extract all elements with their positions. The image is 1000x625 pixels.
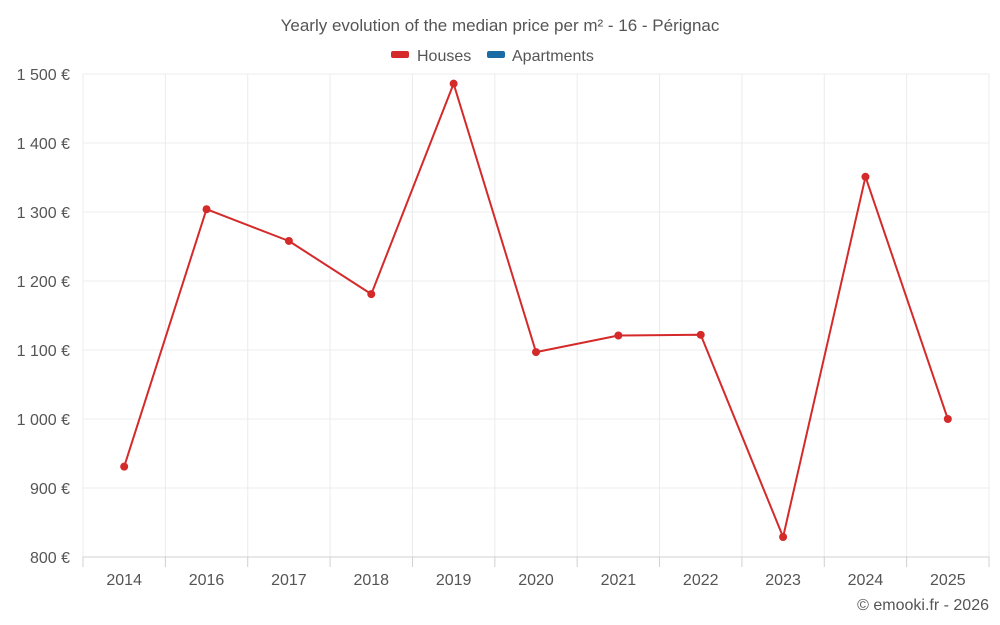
x-tick-label: 2018 [353, 572, 389, 589]
legend-item-apartments[interactable]: Apartments [487, 48, 594, 65]
x-tick-label: 2014 [106, 572, 142, 589]
y-axis-ticks: 800 € 900 € 1 000 € 1 100 € 1 200 € 1 300 € 1 … [17, 67, 70, 567]
y-tick-label: 800 € [30, 550, 70, 567]
credit-text: © emooki.fr - 2026 [857, 597, 989, 614]
y-tick-label: 1 500 € [17, 67, 70, 84]
data-point-houses[interactable] [696, 330, 705, 339]
data-point-houses[interactable] [202, 205, 211, 214]
axes [82, 556, 990, 567]
data-point-houses[interactable] [532, 348, 540, 357]
chart-title: Yearly evolution of the median price per… [281, 16, 720, 35]
x-tick-label: 2024 [848, 572, 884, 589]
legend-item-houses[interactable]: Houses [391, 48, 471, 65]
y-tick-label: 1 300 € [17, 205, 70, 222]
x-tick-label: 2025 [930, 572, 966, 589]
data-point-houses[interactable] [449, 79, 458, 88]
series [120, 79, 952, 541]
x-tick-label: 2020 [518, 572, 554, 589]
legend-swatch-houses [391, 51, 409, 58]
x-tick-label: 2022 [683, 572, 719, 589]
x-tick-label: 2016 [189, 572, 225, 589]
x-tick-label: 2017 [271, 572, 307, 589]
grid [82, 73, 990, 557]
data-point-houses[interactable] [120, 462, 129, 471]
data-point-houses[interactable] [779, 532, 788, 541]
y-tick-label: 1 100 € [17, 343, 70, 360]
x-tick-label: 2021 [601, 572, 637, 589]
legend: Houses Apartments [391, 48, 594, 65]
data-point-houses[interactable] [367, 290, 376, 299]
data-point-houses[interactable] [614, 331, 623, 340]
data-point-houses[interactable] [861, 172, 870, 181]
x-tick-label: 2019 [436, 572, 472, 589]
legend-label-houses: Houses [417, 48, 471, 65]
data-point-houses[interactable] [943, 415, 952, 423]
y-tick-label: 900 € [30, 481, 70, 498]
legend-swatch-apartments [487, 51, 505, 58]
legend-label-apartments: Apartments [512, 48, 594, 65]
x-axis-ticks: 2014 2016 2017 2018 2019 2020 2021 2022 2023 2024… [106, 572, 965, 589]
y-tick-label: 1 200 € [17, 274, 70, 291]
y-tick-label: 1 400 € [17, 136, 70, 153]
y-tick-label: 1 000 € [17, 412, 70, 429]
x-tick-label: 2023 [765, 572, 801, 589]
data-point-houses[interactable] [284, 236, 293, 245]
